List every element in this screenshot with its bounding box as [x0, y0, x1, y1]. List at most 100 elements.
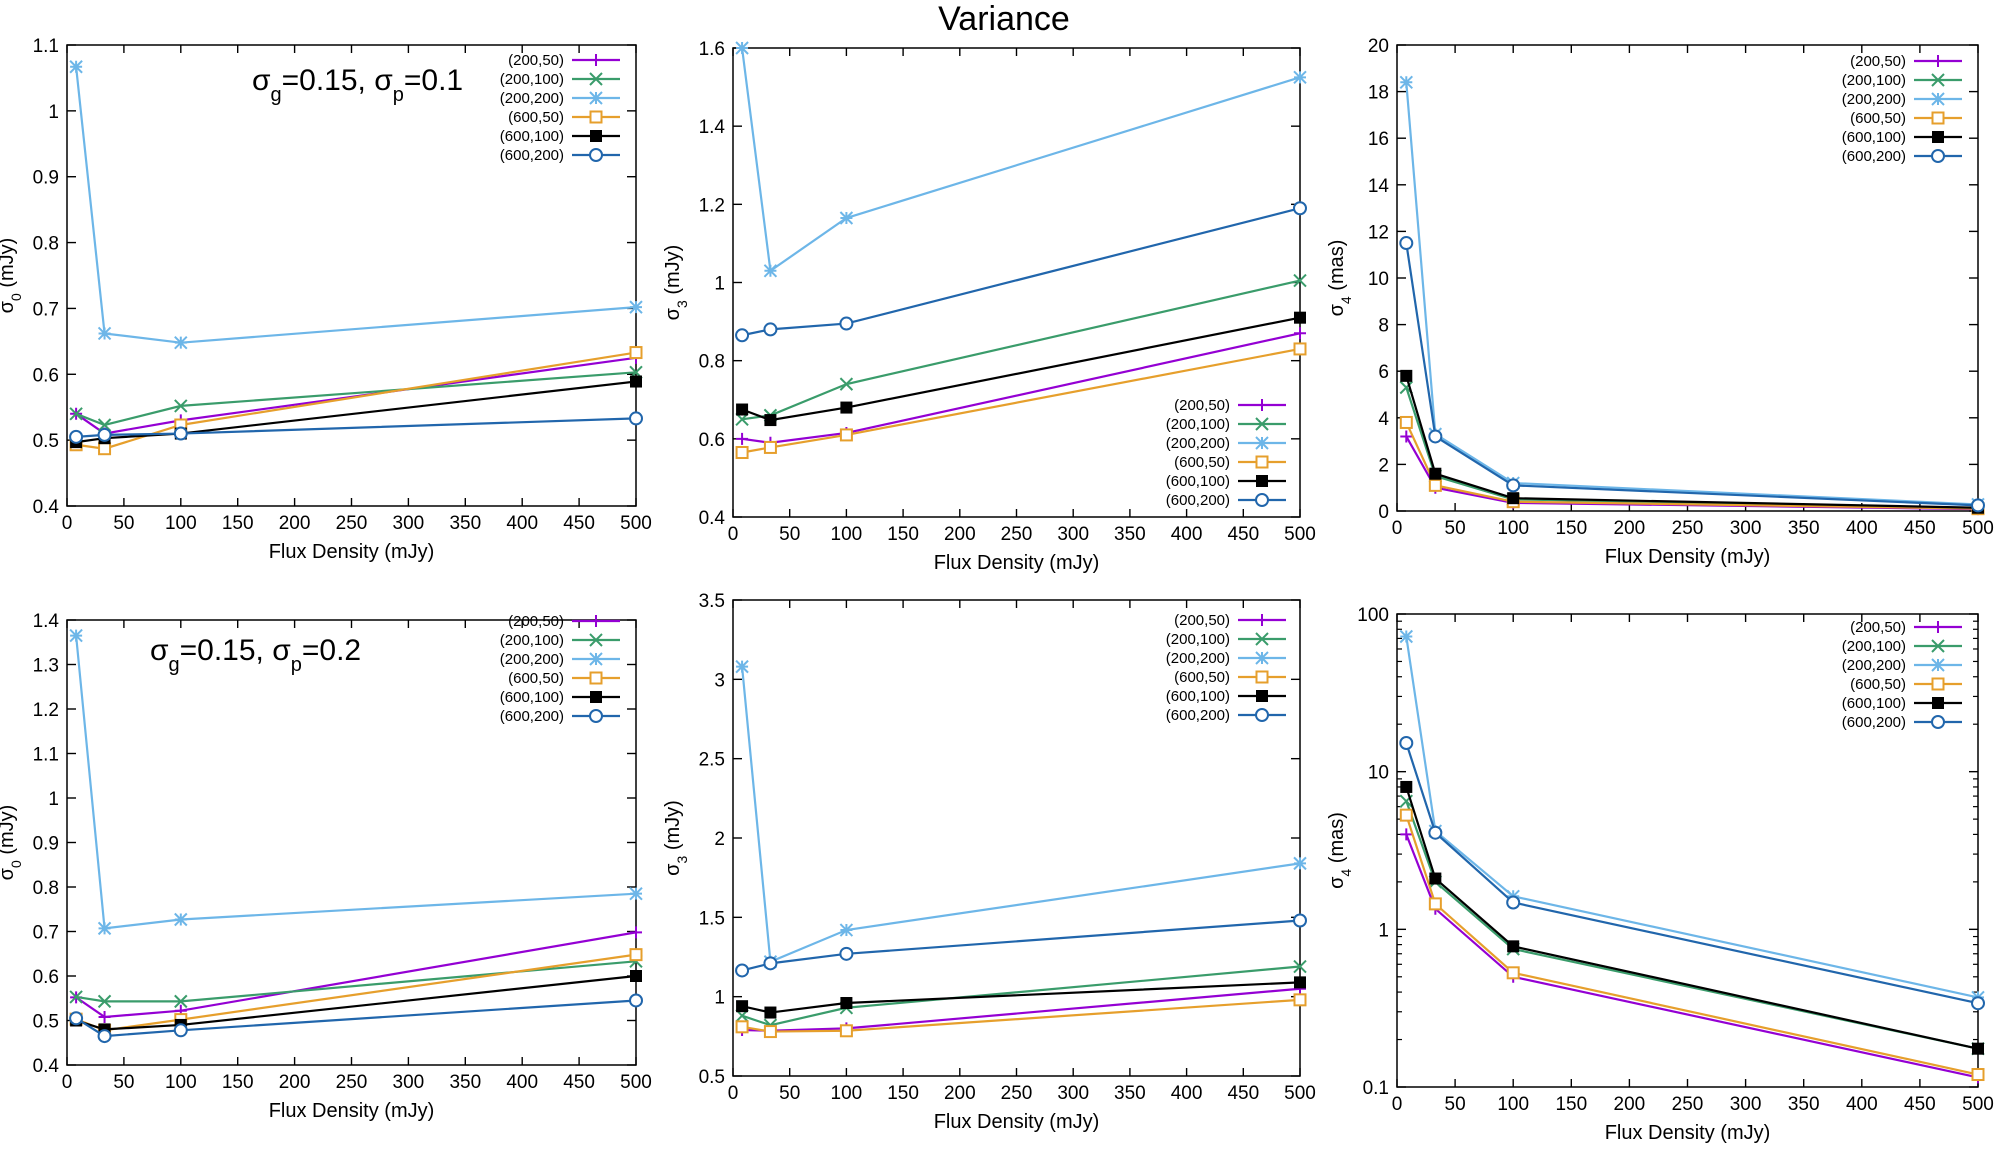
- legend-label: (600,50): [1174, 669, 1230, 686]
- series-line-(200,100): [741, 965, 1301, 1027]
- chart-top-right: 0 50 100 150 200 250 300 350 400 450 500 0 2 4 6 8 10 12 1…: [1326, 36, 1994, 568]
- legend-marker: [589, 72, 603, 86]
- x-tick-label: 0: [1392, 518, 1403, 539]
- x-tick-label: 50: [779, 1083, 800, 1104]
- legend-marker: [1932, 131, 1944, 143]
- data-point-(600,200): [735, 963, 750, 978]
- legend-marker: [1256, 614, 1268, 626]
- y-tick-label: 2: [1378, 455, 1389, 476]
- x-axis-label: Flux Density (mJy): [269, 541, 435, 563]
- y-tick-label: 14: [1368, 176, 1390, 197]
- series-line-(200,200): [1405, 82, 1979, 506]
- y-tick-label: 0.1: [1363, 1078, 1389, 1099]
- data-point-(200,200): [174, 912, 188, 927]
- data-point-(200,50): [630, 926, 642, 939]
- legend-label: (200,200): [1842, 657, 1906, 674]
- legend-label: (200,200): [500, 90, 564, 107]
- legend-marker: [1255, 436, 1269, 450]
- x-tick-label: 200: [279, 1072, 311, 1093]
- legend-marker: [1932, 621, 1944, 633]
- x-tick-label: 300: [1057, 1083, 1089, 1104]
- legend-label: (600,100): [1842, 129, 1906, 146]
- y-tick-label: 1: [48, 102, 59, 123]
- plot-frame: [732, 599, 1301, 1077]
- y-tick-label: 1: [714, 274, 725, 295]
- series-group: [69, 60, 643, 456]
- data-point-(200,200): [839, 211, 854, 225]
- data-point-(600,200): [1399, 236, 1414, 251]
- legend-label: (600,50): [1850, 676, 1906, 693]
- x-tick-label: 400: [506, 513, 538, 534]
- data-point-(600,50): [1293, 342, 1307, 356]
- chart-bottom-left: 0 50 100 150 200 250 300 350 400 450 500 0.4 0.5 0.6 0…: [0, 611, 652, 1122]
- x-tick-label: 150: [1555, 518, 1587, 539]
- legend-label: (600,200): [500, 708, 564, 725]
- x-tick-label: 250: [336, 513, 368, 534]
- x-tick-label: 150: [1555, 1094, 1587, 1115]
- legend-marker: [590, 130, 602, 142]
- y-tick-label: 0.5: [33, 1012, 59, 1033]
- figure-title: Variance: [938, 0, 1070, 38]
- data-point-(600,50): [1428, 478, 1442, 492]
- x-tick-label: 100: [831, 1083, 863, 1104]
- y-tick-label: 1.2: [699, 195, 725, 216]
- y-tick-label: 2.5: [699, 750, 725, 771]
- data-point-(600,50): [629, 346, 643, 360]
- series-line-(600,200): [75, 999, 637, 1038]
- series-line-(200,100): [75, 371, 637, 427]
- series-line-(600,200): [741, 919, 1301, 972]
- data-point-(200,50): [736, 432, 749, 445]
- legend: (200,50) (200,100) (200,200) (600,50) (600,1…: [500, 613, 620, 725]
- x-tick-label: 0: [62, 1072, 73, 1093]
- legend: (200,50) (200,100) (200,200) (600,50) (600,1…: [1842, 53, 1962, 165]
- series-line-(200,100): [741, 279, 1301, 421]
- data-point-(600,100): [840, 401, 853, 414]
- y-tick-label: 0.8: [699, 352, 725, 373]
- data-point-(600,100): [764, 414, 777, 427]
- y-tick-label: 10: [1368, 269, 1389, 290]
- x-tick-label: 200: [1614, 518, 1646, 539]
- x-tick-label: 50: [779, 524, 800, 545]
- data-point-(600,50): [629, 948, 643, 962]
- legend-marker: [1932, 697, 1944, 709]
- legend-marker: [589, 709, 603, 723]
- data-point-(600,100): [1294, 311, 1306, 324]
- series-line-(200,200): [1405, 636, 1979, 999]
- data-point-(600,200): [1399, 735, 1414, 750]
- series-group: [1399, 629, 1985, 1084]
- legend-label: (600,100): [500, 689, 564, 706]
- legend-marker: [1256, 475, 1268, 487]
- x-tick-label: 400: [1171, 524, 1203, 545]
- data-point-(200,200): [1399, 75, 1414, 89]
- y-tick-label: 0.6: [699, 430, 725, 451]
- series-group: [735, 659, 1307, 1039]
- y-tick-label: 0.9: [33, 168, 59, 189]
- x-tick-label: 350: [1788, 1094, 1820, 1115]
- plot-frame: [66, 619, 637, 1066]
- legend-marker: [1932, 55, 1944, 67]
- y-tick-label: 12: [1368, 222, 1389, 243]
- legend-label: (200,100): [1166, 416, 1230, 433]
- data-point-(600,50): [1971, 1068, 1985, 1082]
- data-point-(600,200): [173, 1023, 188, 1038]
- data-point-(600,200): [839, 946, 854, 961]
- data-point-(200,200): [69, 60, 83, 74]
- legend-marker: [590, 615, 602, 627]
- x-tick-label: 200: [1614, 1094, 1646, 1115]
- x-tick-label: 50: [1445, 1094, 1466, 1115]
- x-tick-label: 150: [887, 524, 919, 545]
- x-axis-label: Flux Density (mJy): [1605, 546, 1771, 568]
- x-tick-label: 100: [165, 1072, 197, 1093]
- y-axis-label: σ3 (mJy): [662, 245, 690, 321]
- x-tick-label: 350: [1114, 1083, 1146, 1104]
- data-point-(200,100): [97, 418, 112, 432]
- y-tick-label: 2: [714, 829, 725, 850]
- x-tick-label: 250: [1672, 518, 1704, 539]
- data-point-(600,200): [173, 426, 188, 441]
- data-point-(600,200): [763, 322, 778, 337]
- legend-label: (200,200): [1166, 650, 1230, 667]
- sigma-annotation: σg=0.15, σp=0.2: [150, 634, 361, 676]
- data-point-(600,200): [1971, 498, 1985, 513]
- x-tick-label: 100: [165, 513, 197, 534]
- data-point-(200,100): [1293, 273, 1307, 288]
